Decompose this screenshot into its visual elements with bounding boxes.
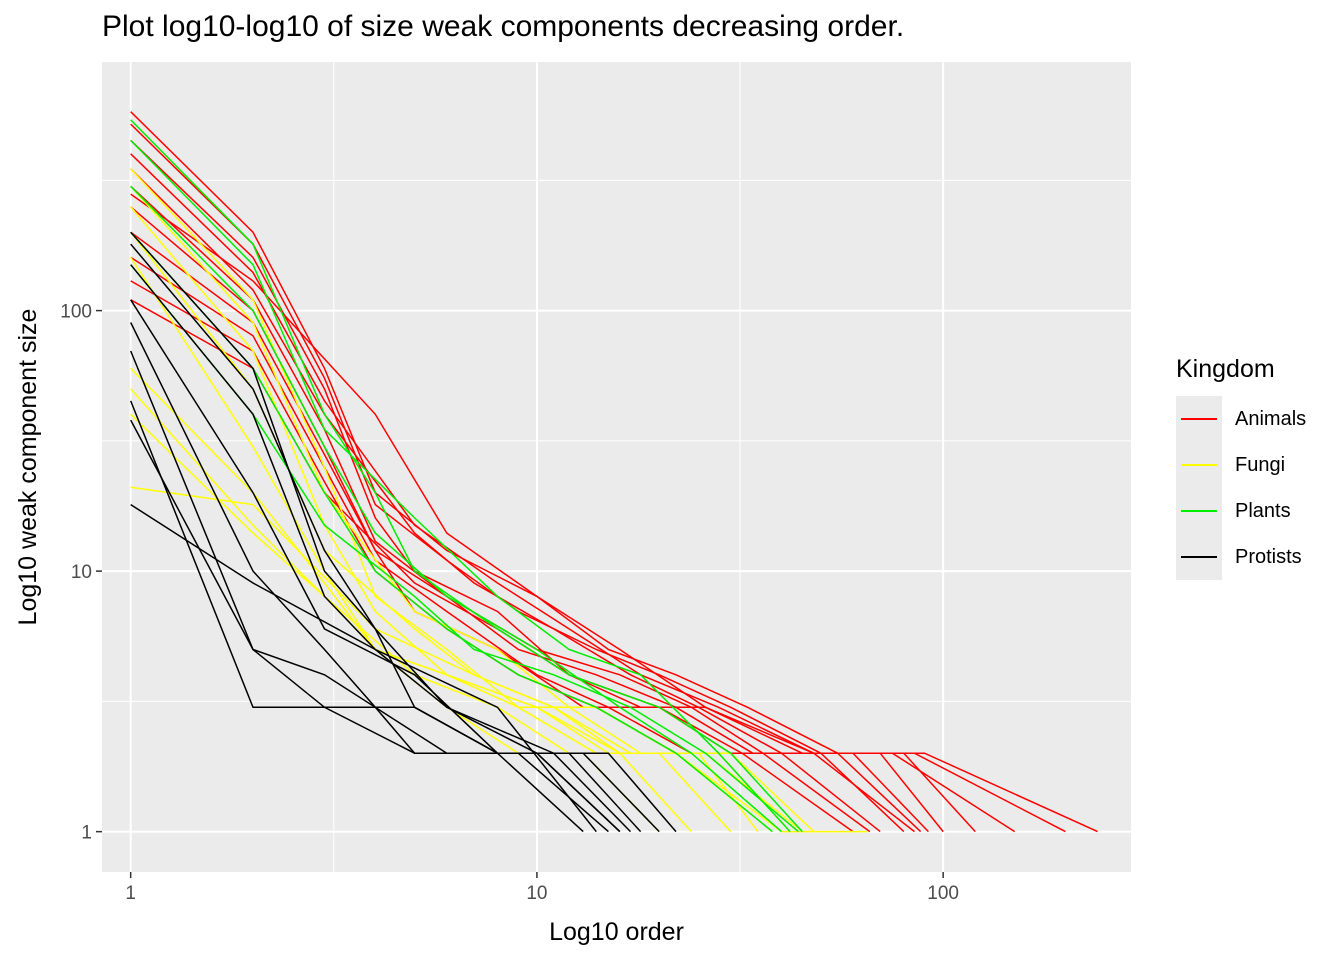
x-tick-label: 1 — [125, 883, 136, 904]
axis-ticks: 1 10 100 1 10 100 — [60, 302, 959, 904]
legend-label-fungi: Fungi — [1235, 453, 1286, 476]
legend: Kingdom Animals Fungi Plants Protists — [1176, 355, 1306, 580]
x-axis-title: Log10 order — [549, 918, 684, 946]
legend-label-protists: Protists — [1235, 545, 1302, 568]
series-line-protists — [130, 264, 677, 833]
series-line-fungi — [130, 388, 732, 833]
series-line-protists — [130, 243, 632, 833]
legend-key-plants — [1176, 488, 1222, 534]
legend-key-protists — [1176, 534, 1222, 580]
legend-swatch-fungi — [1181, 464, 1217, 466]
legend-title: Kingdom — [1176, 355, 1275, 383]
series-line-protists — [130, 400, 584, 833]
legend-item-protists: Protists — [1176, 534, 1306, 580]
x-tick-label: 10 — [526, 883, 547, 904]
y-axis-title: Log10 weak component size — [14, 309, 42, 626]
series-line-protists — [130, 299, 642, 833]
legend-label-animals: Animals — [1235, 407, 1307, 430]
chart-title: Plot log10-log10 of size weak components… — [102, 10, 905, 43]
series-line-plants — [130, 231, 773, 833]
y-tick-label: 1 — [81, 823, 92, 844]
series-line-plants — [130, 185, 782, 833]
legend-key-animals — [1176, 396, 1222, 442]
series-line-plants — [130, 264, 799, 833]
legend-item-animals: Animals — [1176, 396, 1306, 442]
legend-swatch-animals — [1181, 418, 1217, 420]
series-line-plants — [130, 139, 791, 833]
x-tick-label: 100 — [927, 883, 959, 904]
y-tick-label: 10 — [71, 562, 92, 583]
legend-item-plants: Plants — [1176, 488, 1306, 534]
series-line-animals — [130, 193, 915, 833]
legend-key-fungi — [1176, 442, 1222, 488]
series-line-protists — [130, 503, 597, 833]
series-line-fungi — [130, 367, 759, 833]
series-layer — [130, 111, 1098, 833]
series-protists — [130, 231, 677, 833]
y-tick-label: 100 — [60, 302, 92, 323]
legend-item-fungi: Fungi — [1176, 442, 1306, 488]
series-line-protists — [130, 419, 621, 833]
series-line-fungi — [130, 486, 692, 833]
series-plants — [130, 119, 803, 833]
legend-label-plants: Plants — [1235, 499, 1291, 522]
legend-swatch-protists — [1181, 556, 1217, 558]
legend-swatch-plants — [1181, 510, 1217, 512]
